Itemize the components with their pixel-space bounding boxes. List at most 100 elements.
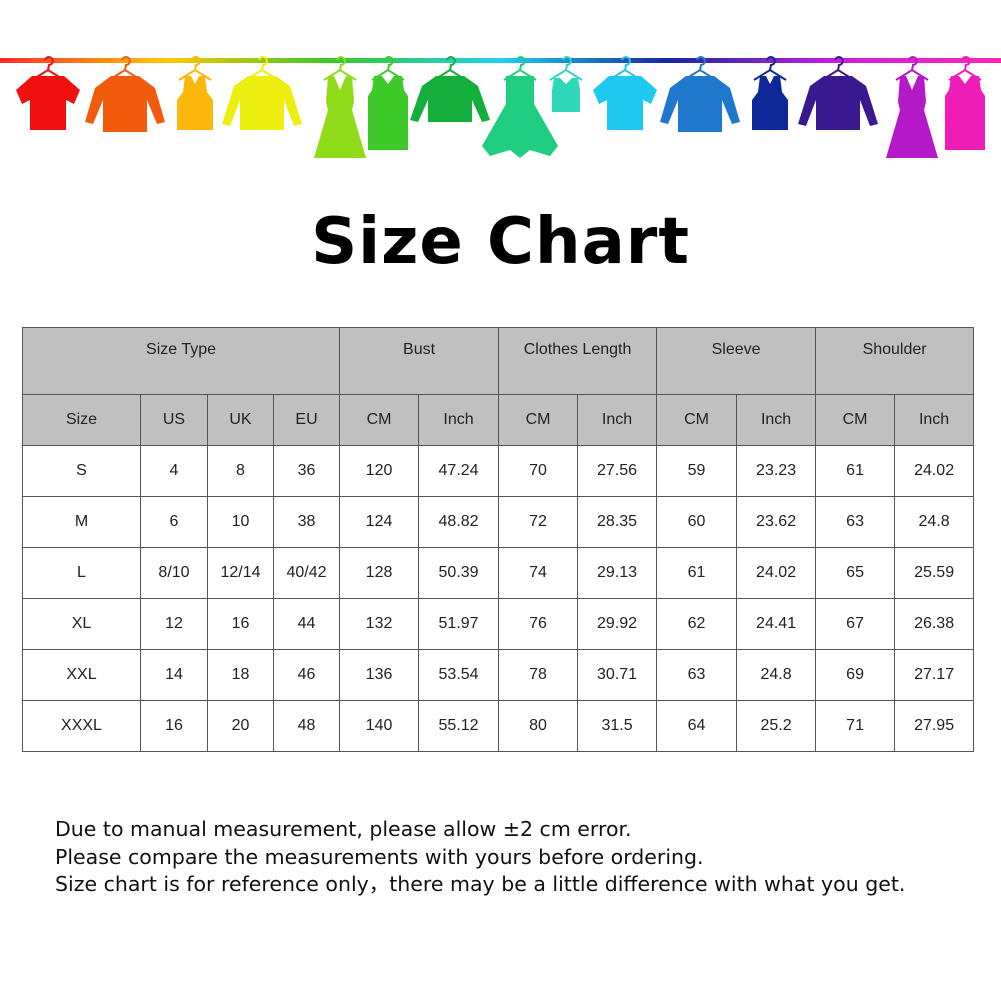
table-cell: 23.23: [736, 445, 817, 497]
table-row: XL 12 16 44 132 51.97 76 29.92 62 24.41 67 26.38: [22, 598, 975, 650]
table-cell: 14: [140, 649, 208, 701]
table-cell: 25.59: [894, 547, 975, 599]
table-cell: 71: [815, 700, 896, 752]
clothes-hanger-banner: [0, 56, 1001, 158]
table-cell: 132: [339, 598, 420, 650]
table-cell: 78: [498, 649, 579, 701]
sub-header-cell: CM: [498, 394, 579, 446]
table-cell: 25.2: [736, 700, 817, 752]
sub-header-cell: CM: [656, 394, 738, 446]
table-cell: 8/10: [140, 547, 208, 599]
note-line: Size chart is for reference only，there m…: [55, 872, 906, 896]
sub-header-cell: Inch: [894, 394, 975, 446]
table-cell: 50.39: [418, 547, 500, 599]
table-cell: 62: [656, 598, 738, 650]
table-cell: 16: [207, 598, 274, 650]
group-header-cell: Shoulder: [815, 327, 975, 395]
garment-dress-icon: [314, 56, 366, 158]
table-cell: 76: [498, 598, 579, 650]
table-cell: 63: [656, 649, 738, 701]
sub-header-cell: CM: [815, 394, 896, 446]
table-cell: XL: [22, 598, 141, 650]
size-chart-table: Size Type Bust Clothes Length Sleeve Shoulde…: [21, 327, 975, 752]
table-cell: 24.8: [736, 649, 817, 701]
table-cell: 67: [815, 598, 896, 650]
table-cell: 80: [498, 700, 579, 752]
table-cell: 48: [272, 700, 341, 752]
note-line: Please compare the measurements with you…: [55, 844, 704, 869]
group-header-row: Size Type Bust Clothes Length Sleeve Shoulde…: [21, 327, 975, 395]
table-cell: 61: [815, 445, 896, 497]
garment-dressbelt-icon: [945, 56, 985, 150]
table-cell: 20: [207, 700, 274, 752]
garment-dressbelt-icon: [368, 56, 408, 150]
table-cell: 44: [272, 598, 341, 650]
table-cell: 74: [498, 547, 579, 599]
rail: [0, 58, 1001, 63]
table-cell: 65: [815, 547, 896, 599]
table-cell: 70: [498, 445, 579, 497]
table-cell: 18: [207, 649, 274, 701]
table-cell: 29.13: [577, 547, 658, 599]
table-cell: 24.02: [736, 547, 817, 599]
sub-header-cell: US: [140, 394, 208, 446]
table-cell: 40/42: [272, 547, 341, 599]
table-cell: 38: [272, 496, 341, 548]
table-cell: 12/14: [207, 547, 274, 599]
table-cell: 12: [140, 598, 208, 650]
table-cell: 29.92: [577, 598, 658, 650]
garment-cardigan-icon: [798, 56, 878, 130]
table-cell: 4: [140, 445, 208, 497]
table-cell: 24.8: [894, 496, 975, 548]
table-cell: 23.62: [736, 496, 817, 548]
garment-tshirt-icon: [593, 56, 657, 130]
table-cell: 28.35: [577, 496, 658, 548]
table-row: L 8/10 12/14 40/42 128 50.39 74 29.13 61 24.02 65 2…: [22, 547, 975, 599]
table-cell: 16: [140, 700, 208, 752]
table-cell: M: [22, 496, 141, 548]
table-cell: 60: [656, 496, 738, 548]
sub-header-cell: Inch: [577, 394, 658, 446]
table-cell: 51.97: [418, 598, 500, 650]
note-line: Due to manual measurement, please allow …: [55, 817, 632, 841]
table-cell: 64: [656, 700, 738, 752]
garment-smalltank-icon: [549, 56, 583, 112]
table-cell: 24.41: [736, 598, 817, 650]
sub-header-row: Size US UK EU CM Inch CM Inch CM Inch CM Inch: [22, 394, 975, 446]
garment-shirt-icon: [660, 56, 740, 132]
table-cell: 46: [272, 649, 341, 701]
table-cell: 63: [815, 496, 896, 548]
table-cell: 128: [339, 547, 420, 599]
table-cell: 140: [339, 700, 420, 752]
table-cell: 27.95: [894, 700, 975, 752]
table-cell: 136: [339, 649, 420, 701]
garment-tank-icon: [752, 56, 788, 130]
table-cell: 36: [272, 445, 341, 497]
sub-header-cell: UK: [207, 394, 274, 446]
table-cell: 27.56: [577, 445, 658, 497]
table-cell: 6: [140, 496, 208, 548]
group-header-cell: Bust: [339, 327, 500, 395]
table-cell: XXXL: [22, 700, 141, 752]
table-cell: 120: [339, 445, 420, 497]
table-cell: 8: [207, 445, 274, 497]
table-cell: 31.5: [577, 700, 658, 752]
table-cell: 59: [656, 445, 738, 497]
table-cell: L: [22, 547, 141, 599]
table-cell: 10: [207, 496, 274, 548]
table-cell: 72: [498, 496, 579, 548]
group-header-cell: Sleeve: [656, 327, 817, 395]
table-cell: 48.82: [418, 496, 500, 548]
table-row: M 6 10 38 124 48.82 72 28.35 60 23.62 63 24.8: [22, 496, 975, 548]
table-row: S 4 8 36 120 47.24 70 27.56 59 23.23 61 24.02: [22, 445, 975, 497]
table-cell: 30.71: [577, 649, 658, 701]
table-row: XXXL 16 20 48 140 55.12 80 31.5 64 25.2 71 27.95: [22, 700, 975, 752]
measurement-notes: Due to manual measurement, please allow …: [55, 816, 905, 899]
garment-dress-icon: [886, 56, 938, 158]
table-row: XXL 14 18 46 136 53.54 78 30.71 63 24.8 69 27.17: [22, 649, 975, 701]
table-cell: 55.12: [418, 700, 500, 752]
table-cell: 53.54: [418, 649, 500, 701]
garment-sweater-icon: [410, 56, 490, 122]
sub-header-cell: EU: [272, 394, 341, 446]
sub-header-cell: Inch: [736, 394, 817, 446]
